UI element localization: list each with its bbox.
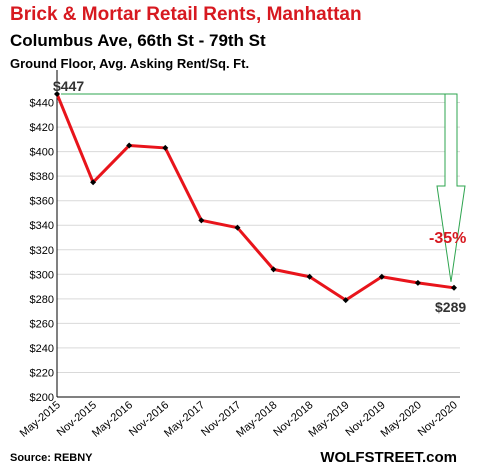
data-point	[451, 284, 457, 291]
y-tick-label: $260	[30, 318, 54, 330]
data-point	[378, 273, 385, 280]
y-tick-label: $420	[30, 122, 54, 134]
data-point	[54, 90, 60, 97]
x-tick-label: May-2015	[18, 399, 63, 440]
y-tick-label: $360	[30, 196, 54, 208]
x-tick-label: May-2016	[90, 399, 135, 440]
start-value-label: $447	[53, 78, 84, 94]
data-point	[270, 266, 277, 273]
data-point	[306, 273, 313, 280]
x-tick-label: Nov-2020	[416, 399, 460, 439]
data-point	[414, 279, 421, 286]
x-tick-label: May-2020	[379, 399, 424, 440]
data-point	[234, 224, 241, 231]
y-axis: $200 $220 $240 $260 $280 $300 $320 $340 $360 $380…	[30, 70, 460, 404]
series-line	[55, 93, 455, 302]
y-tick-label: $300	[30, 269, 54, 281]
data-point	[162, 144, 169, 151]
data-point	[342, 297, 349, 304]
series-rent	[54, 90, 457, 304]
x-tick-label: May-2017	[162, 399, 207, 440]
chart-measure-label: Ground Floor, Avg. Asking Rent/Sq. Ft.	[10, 56, 250, 71]
y-tick-label: $280	[30, 294, 54, 306]
y-tick-label: $240	[30, 343, 54, 355]
data-point	[198, 217, 205, 224]
percent-change-label: -35%	[429, 230, 466, 247]
y-tick-label: $340	[30, 220, 54, 232]
decline-arrow	[61, 93, 466, 282]
annotations: $447 $289 -35%	[53, 78, 466, 315]
y-tick-label: $220	[30, 367, 54, 379]
y-tick-label: $440	[30, 98, 54, 110]
y-tick-label: $380	[30, 171, 54, 183]
y-tick-label: $320	[30, 245, 54, 257]
source-label: Source: REBNY	[10, 452, 93, 464]
x-tick-label: May-2018	[234, 399, 279, 440]
brand-label: WOLFSTREET.com	[320, 449, 457, 466]
x-axis: May-2015Nov-2015May-2016Nov-2016May-2017…	[18, 399, 460, 440]
chart-subtitle: Columbus Ave, 66th St - 79th St	[10, 31, 266, 50]
chart-title: Brick & Mortar Retail Rents, Manhattan	[10, 4, 362, 25]
x-tick-label: May-2019	[306, 399, 351, 440]
data-point	[90, 179, 97, 186]
y-tick-label: $200	[30, 392, 54, 404]
y-tick-label: $400	[30, 147, 54, 159]
end-value-label: $289	[435, 299, 466, 315]
data-point	[126, 142, 133, 149]
down-arrow	[436, 93, 466, 282]
